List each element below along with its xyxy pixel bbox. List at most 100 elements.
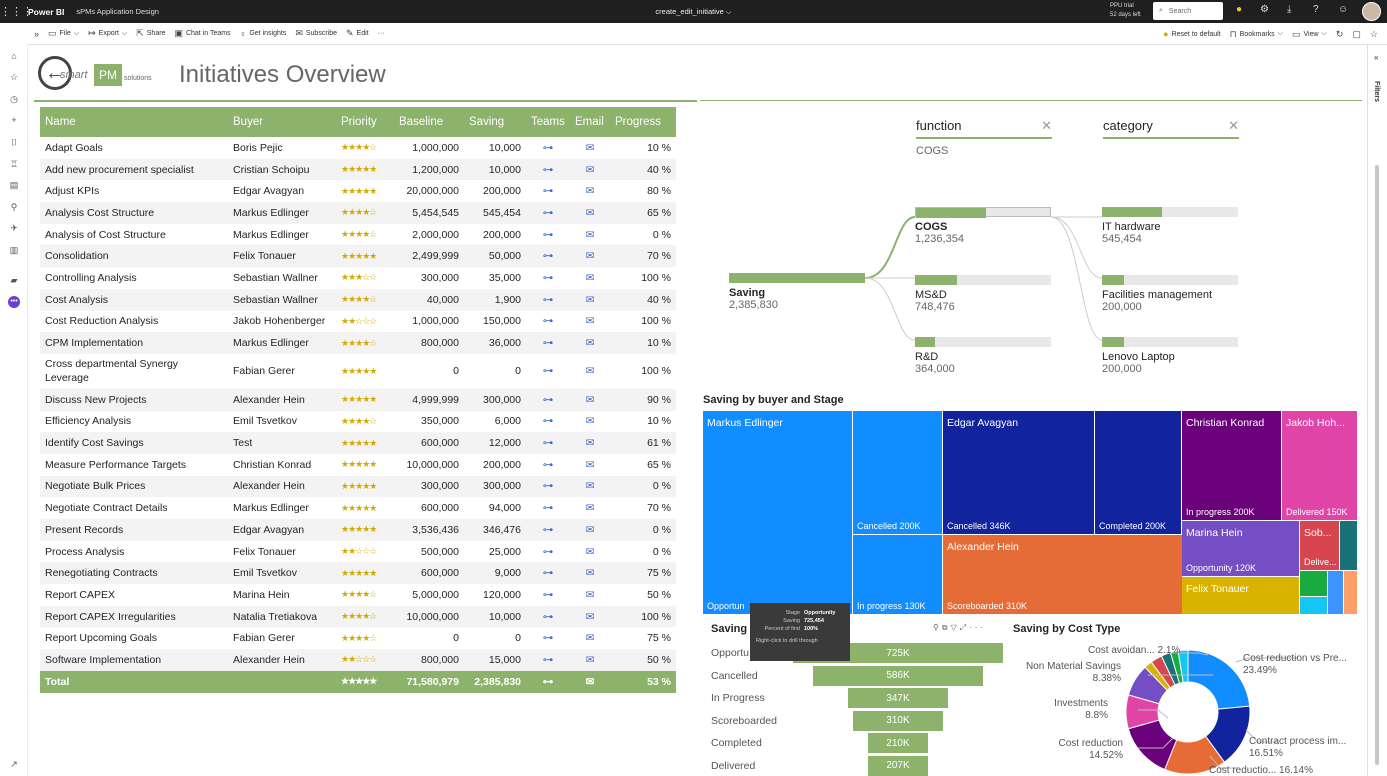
email-icon[interactable]: ✉ [585, 588, 595, 601]
column-header-progress[interactable]: Progress [610, 107, 676, 137]
search-input[interactable]: ⌕ Search [1153, 2, 1223, 20]
funnel-stage[interactable]: Cancelled 586K [703, 665, 1003, 688]
filters-pane[interactable]: « Filters [1367, 45, 1387, 776]
funnel-bar[interactable]: 210K [867, 733, 929, 753]
treemap-tile[interactable] [1300, 597, 1328, 615]
expand-nav-icon[interactable]: » [34, 28, 40, 39]
chat-in-teams-button[interactable]: ▣ Chat in Teams [174, 28, 231, 38]
feedback-icon[interactable]: ☺ [1338, 4, 1349, 15]
teams-link-icon[interactable]: ⊶ [526, 519, 570, 541]
teams-link-icon[interactable]: ⊶ [542, 415, 554, 428]
treemap-tile[interactable]: Marina Hein Opportunity 120K [1182, 521, 1300, 577]
email-icon[interactable]: ✉ [585, 185, 595, 198]
funnel-chart[interactable]: Opportu... 725K Cancelled 586K In Progress 34… [703, 643, 1003, 776]
funnel-stage[interactable]: Opportu... 725K [703, 643, 1003, 665]
column-header-buyer[interactable]: Buyer [228, 107, 336, 137]
email-icon[interactable]: ✉ [585, 415, 595, 428]
app-launcher-icon[interactable]: ⋮⋮⋮ [0, 6, 33, 18]
teams-link-icon[interactable]: ⊶ [526, 288, 570, 311]
table-row[interactable]: CPM Implementation Markus Edlinger ★★★★☆ 80… [40, 332, 676, 354]
email-icon[interactable]: ✉ [570, 332, 610, 354]
table-row[interactable]: Process Analysis Felix Tonauer ★★☆☆☆ 500,00… [40, 541, 676, 563]
visual-header-icons[interactable]: ⚲⧉▽⤢··· [933, 623, 986, 633]
treemap-tile[interactable]: Christian Konrad In progress 200K [1182, 411, 1282, 521]
table-row[interactable]: Adapt Goals Boris Pejic ★★★★☆ 1,000,000 10,0… [40, 137, 676, 159]
funnel-stage[interactable]: In Progress 347K [703, 688, 1003, 710]
teams-link-icon[interactable]: ⊶ [526, 388, 570, 411]
teams-link-icon[interactable]: ⊶ [526, 332, 570, 354]
email-icon[interactable]: ✉ [570, 519, 610, 541]
funnel-stage[interactable]: Delivered 207K [703, 755, 1003, 776]
teams-link-icon[interactable]: ⊶ [542, 315, 554, 328]
email-icon[interactable]: ✉ [585, 315, 595, 328]
notification-icon[interactable]: ● [1236, 4, 1243, 15]
table-row[interactable]: Cross departmental Synergy Leverage Fabia… [40, 354, 676, 389]
table-row[interactable]: Report CAPEX Marina Hein ★★★★☆ 5,000,000 120… [40, 584, 676, 606]
table-row[interactable]: Efficiency Analysis Emil Tsvetkov ★★★★☆ 350… [40, 411, 676, 433]
table-row[interactable]: Cost Analysis Sebastian Wallner ★★★★☆ 40,00… [40, 288, 676, 311]
teams-link-icon[interactable]: ⊶ [526, 245, 570, 268]
treemap-tile[interactable]: Jakob Hoh... Delivered 150K [1282, 411, 1358, 521]
favorites-icon[interactable]: ☆ [9, 72, 19, 82]
edit-button[interactable]: ✎ Edit [346, 28, 369, 38]
shared-icon[interactable]: ⚲ [10, 202, 18, 212]
email-icon[interactable]: ✉ [570, 432, 610, 454]
teams-link-icon[interactable]: ⊶ [542, 502, 554, 515]
teams-link-icon[interactable]: ⊶ [542, 588, 554, 601]
teams-link-icon[interactable]: ⊶ [526, 475, 570, 498]
email-icon[interactable]: ✉ [570, 388, 610, 411]
treemap-tile[interactable]: Sob... Delive... [1300, 521, 1340, 571]
treemap-tile[interactable] [1300, 571, 1328, 597]
current-workspace-icon[interactable]: ••• [0, 295, 28, 308]
table-row[interactable]: Analysis of Cost Structure Markus Edlinge… [40, 224, 676, 246]
table-row[interactable]: Measure Performance Targets Christian Kon… [40, 454, 676, 476]
clear-icon[interactable]: ✕ [1228, 118, 1239, 133]
column-header-name[interactable]: Name [40, 107, 228, 137]
decomp-root-node[interactable]: Saving 2,385,830 [729, 273, 865, 311]
email-icon[interactable]: ✉ [585, 228, 595, 241]
comment-icon[interactable]: ▢ [1352, 28, 1361, 39]
email-icon[interactable]: ✉ [570, 158, 610, 181]
treemap-tile[interactable] [1328, 571, 1344, 615]
email-icon[interactable]: ✉ [570, 475, 610, 498]
table-row[interactable]: Identify Cost Savings Test ★★★★★ 600,000 12,… [40, 432, 676, 454]
column-header-baseline[interactable]: Baseline [394, 107, 464, 137]
decomp-node[interactable]: COGS 1,236,354 [915, 207, 1051, 245]
teams-link-icon[interactable]: ⊶ [526, 158, 570, 181]
column-header-priority[interactable]: Priority [336, 107, 394, 137]
slicer-value[interactable]: COGS [916, 145, 949, 157]
email-icon[interactable]: ✉ [570, 649, 610, 671]
email-icon[interactable]: ✉ [585, 502, 595, 515]
teams-link-icon[interactable]: ⊶ [542, 632, 554, 645]
email-icon[interactable]: ✉ [585, 365, 595, 378]
expand-icon[interactable]: ↗ [10, 759, 18, 769]
table-row[interactable]: Report CAPEX Irregularities Natalia Treti… [40, 605, 676, 628]
email-icon[interactable]: ✉ [585, 545, 595, 558]
table-row[interactable]: Negotiate Contract Details Markus Edlinge… [40, 497, 676, 519]
subscribe-button[interactable]: ✉ Subscribe [295, 28, 337, 38]
treemap-tile[interactable]: Felix Tonauer [1182, 577, 1300, 615]
treemap-tile[interactable] [1340, 521, 1358, 571]
brand-label[interactable]: Power BI [28, 6, 65, 17]
column-header-teams[interactable]: Teams [526, 107, 570, 137]
teams-link-icon[interactable]: ⊶ [526, 202, 570, 224]
decomp-node[interactable]: MS&D 748,476 [915, 275, 1051, 313]
function-slicer[interactable]: function ✕ COGS [916, 118, 1052, 157]
treemap-tile[interactable] [1344, 571, 1358, 615]
settings-icon[interactable]: ⚙ [1260, 4, 1269, 15]
decomp-node[interactable]: R&D 364,000 [915, 337, 1051, 375]
datasets-icon[interactable]: ⌷ [11, 137, 17, 147]
teams-link-icon[interactable]: ⊶ [526, 562, 570, 585]
funnel-bar[interactable]: 347K [847, 688, 949, 708]
refresh-icon[interactable]: ↻ [1335, 28, 1344, 39]
treemap-chart[interactable]: Markus Edlinger Opportun Cancelled 200K I… [703, 411, 1358, 615]
table-row[interactable]: Software Implementation Alexander Hein ★★☆… [40, 649, 676, 671]
apps-icon[interactable]: ▤ [9, 180, 19, 190]
treemap-tile[interactable]: Cancelled 200K [853, 411, 943, 535]
bookmarks-menu[interactable]: ⊓ Bookmarks ⌵ [1229, 28, 1283, 39]
clear-icon[interactable]: ✕ [1041, 118, 1052, 133]
email-icon[interactable]: ✉ [570, 202, 610, 224]
help-icon[interactable]: ? [1313, 4, 1319, 15]
view-menu[interactable]: ▭ View ⌵ [1291, 28, 1327, 39]
teams-link-icon[interactable]: ⊶ [526, 649, 570, 671]
